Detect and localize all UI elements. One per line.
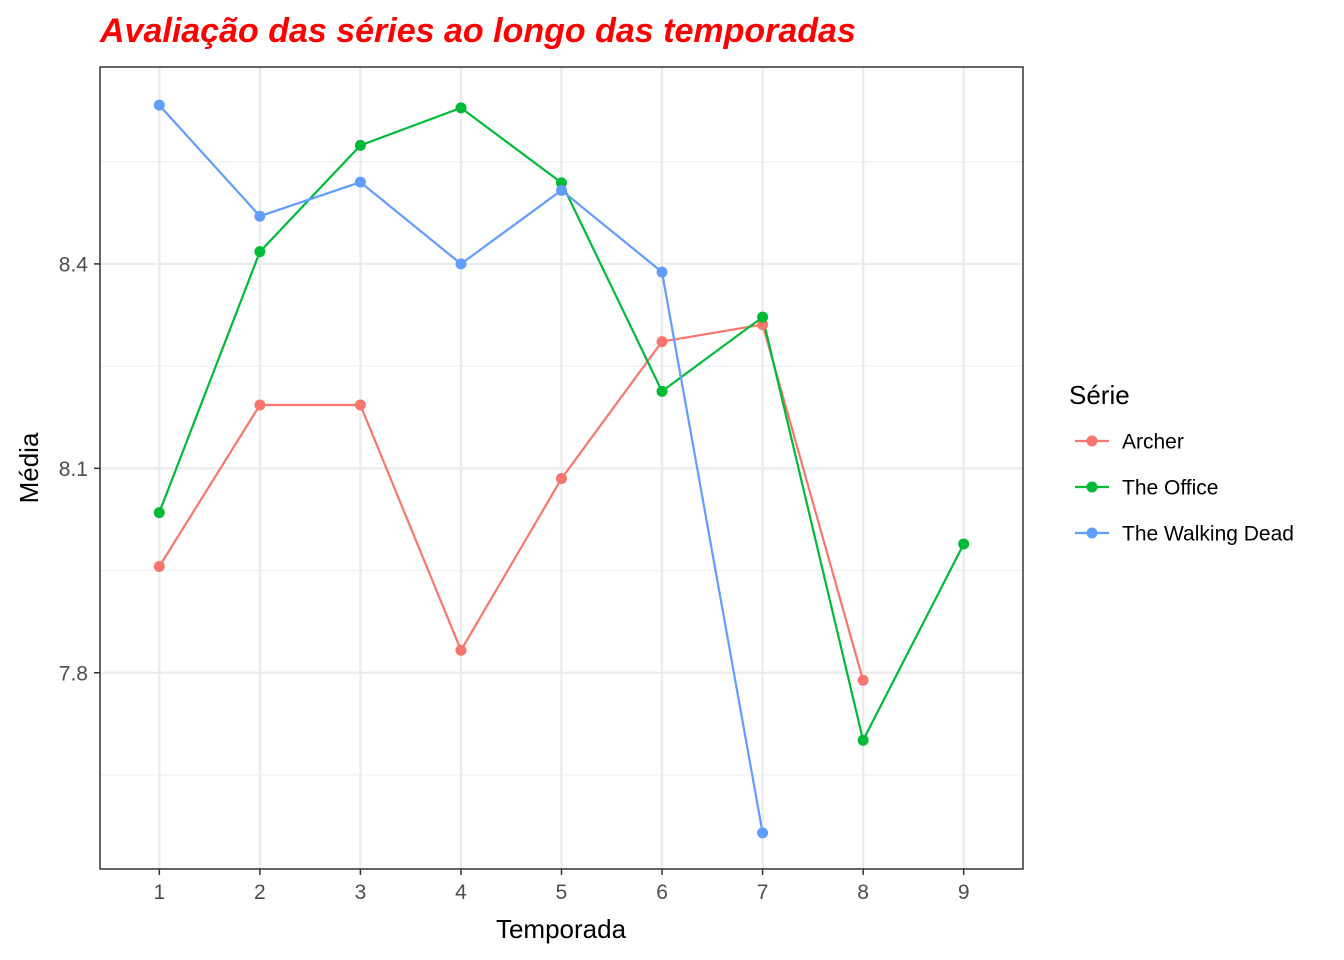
chart-title: Avaliação das séries ao longo das tempor… — [99, 12, 856, 50]
series-line — [158, 323, 865, 681]
legend-key-point — [1086, 481, 1098, 493]
y-axis-title: Média — [14, 432, 44, 503]
data-point — [857, 734, 869, 746]
x-axis-title: Temporada — [496, 914, 627, 944]
data-point — [757, 311, 769, 323]
data-point — [153, 99, 165, 111]
legend-label: The Office — [1122, 477, 1219, 500]
legend-title: Série — [1069, 380, 1130, 410]
y-tick-label: 8.1 — [59, 458, 88, 481]
data-point — [455, 102, 467, 114]
legend-key-point — [1086, 527, 1098, 539]
legend: Série Archer The Office The Walking Dead — [1069, 380, 1294, 546]
data-point — [153, 507, 165, 519]
legend-label: The Walking Dead — [1122, 523, 1294, 546]
x-axis: 1 2 3 4 5 6 7 8 9 — [153, 869, 970, 904]
data-point — [556, 473, 567, 485]
data-point — [254, 210, 266, 222]
x-tick-label: 3 — [355, 881, 367, 904]
x-tick-label: 8 — [857, 881, 869, 904]
data-point — [455, 258, 467, 270]
grid-major — [100, 67, 1023, 869]
legend-label: Archer — [1122, 431, 1184, 454]
legend-entry: The Walking Dead — [1075, 523, 1294, 546]
x-tick-label: 7 — [757, 881, 769, 904]
legend-entries: Archer The Office The Walking Dead — [1075, 431, 1294, 546]
data-point — [556, 184, 567, 196]
data-point — [656, 266, 668, 278]
legend-key-point — [1086, 435, 1098, 447]
y-tick-label: 8.4 — [59, 253, 89, 276]
data-point — [757, 827, 769, 839]
data-point — [354, 176, 366, 188]
data-point — [254, 246, 266, 258]
data-point — [656, 385, 668, 397]
data-point — [254, 399, 266, 411]
x-tick-label: 4 — [455, 881, 467, 904]
data-point — [455, 644, 467, 656]
data-point — [857, 674, 869, 686]
data-point — [656, 336, 668, 348]
data-point — [354, 139, 366, 151]
series-points — [153, 99, 970, 839]
x-tick-label: 5 — [556, 881, 568, 904]
x-tick-label: 6 — [656, 881, 668, 904]
y-tick-label: 7.8 — [59, 662, 88, 685]
x-tick-label: 9 — [958, 881, 970, 904]
y-axis: 7.8 8.1 8.4 — [59, 253, 100, 685]
data-point — [958, 538, 970, 550]
legend-entry: Archer — [1075, 431, 1184, 454]
data-point — [354, 399, 366, 411]
x-tick-label: 2 — [254, 881, 266, 904]
x-tick-label: 1 — [153, 881, 165, 904]
data-point — [153, 560, 165, 572]
legend-entry: The Office — [1075, 477, 1219, 500]
